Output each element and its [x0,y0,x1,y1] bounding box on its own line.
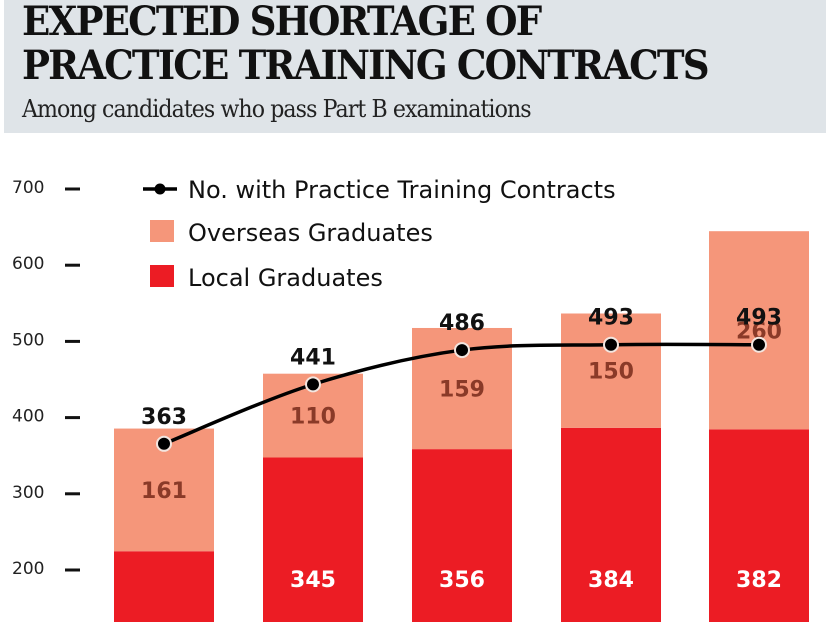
data-label-local: 384 [588,568,634,593]
bar-local-graduates [561,427,661,622]
line-point [156,435,172,452]
legend-label-overseas: Overseas Graduates [188,219,433,247]
data-label-overseas: 150 [588,360,634,385]
line-point [751,336,767,353]
line-point [454,342,470,359]
chart-title-line-1: EXPECTED SHORTAGE OF [22,0,542,45]
data-label-contracts: 493 [736,306,782,331]
bar-local-graduates [263,457,363,622]
data-label-contracts: 486 [439,311,485,336]
y-tick-label: 500 [12,330,44,350]
bar-local-graduates [412,449,512,622]
data-label-contracts: 363 [141,405,187,430]
y-tick-label: 700 [12,178,44,198]
legend-label-local: Local Graduates [188,264,383,292]
data-label-local: 345 [290,568,336,593]
data-label-local: 382 [736,568,782,593]
y-tick-label: 300 [12,483,44,503]
y-tick-label: 400 [12,407,44,427]
chart-title-line-2: PRACTICE TRAINING CONTRACTS [22,42,710,89]
bar-overseas-graduates [561,313,661,428]
legend-swatch-overseas [150,220,174,242]
bar-local-graduates [709,429,809,622]
bar-local-graduates [114,551,214,622]
data-label-overseas: 110 [290,405,336,430]
y-tick-label: 200 [12,559,44,579]
data-label-overseas: 159 [439,378,485,403]
header-panel: EXPECTED SHORTAGE OF PRACTICE TRAINING C… [4,0,826,133]
line-point [603,336,619,353]
y-tick-label: 600 [12,254,44,274]
data-label-overseas: 161 [141,479,187,504]
legend-label-contracts: No. with Practice Training Contracts [188,176,616,204]
legend-point-icon [154,183,166,195]
chart-subtitle: Among candidates who pass Part B examina… [22,95,532,123]
data-label-local: 356 [439,568,485,593]
legend-swatch-local [150,265,174,287]
data-label-contracts: 493 [588,306,634,331]
line-point [305,376,321,393]
bar-overseas-graduates [709,231,809,430]
data-label-contracts: 441 [290,345,336,370]
